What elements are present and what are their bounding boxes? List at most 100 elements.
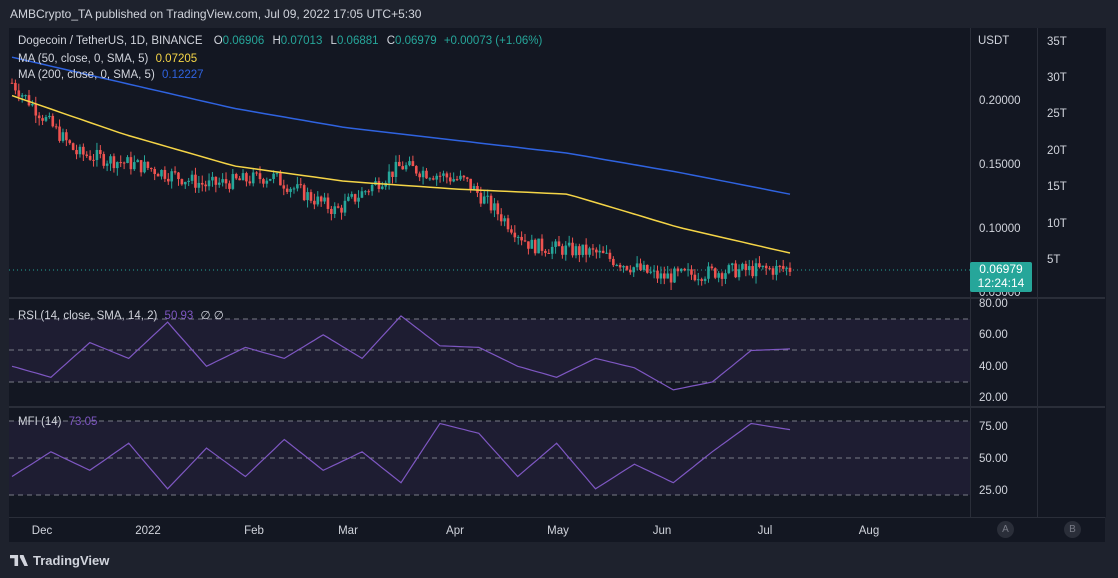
candle xyxy=(139,159,143,177)
candle-body xyxy=(639,263,642,270)
candle-body xyxy=(353,194,357,202)
candle xyxy=(313,193,316,210)
candle-body xyxy=(550,246,554,254)
candle-body xyxy=(656,270,659,279)
candle xyxy=(292,186,296,194)
candle xyxy=(649,266,653,275)
candle xyxy=(92,153,95,167)
candle xyxy=(482,190,486,205)
candle-body xyxy=(109,156,112,164)
candle-body xyxy=(462,175,466,178)
candle-body xyxy=(771,268,775,275)
volume-axis[interactable] xyxy=(1037,28,1106,298)
candle-body xyxy=(768,268,771,270)
mfi-tick: 25.00 xyxy=(979,485,1008,497)
candle-body xyxy=(333,206,337,215)
candle-body xyxy=(88,155,92,160)
candle xyxy=(302,183,306,202)
ma200-line xyxy=(11,56,791,195)
time-axis[interactable] xyxy=(9,517,1105,542)
candle-body xyxy=(510,229,513,233)
candle xyxy=(241,169,245,181)
candle-body xyxy=(377,181,381,189)
candle xyxy=(693,269,697,282)
candle xyxy=(387,164,391,190)
ma50-value: 0.07205 xyxy=(155,53,198,65)
candle-body xyxy=(408,161,411,166)
candle xyxy=(788,262,792,276)
candle xyxy=(27,89,31,107)
candle xyxy=(129,151,133,175)
candle xyxy=(228,180,231,193)
candle-body xyxy=(302,185,306,201)
candle-body xyxy=(51,115,55,127)
candle-body xyxy=(710,266,714,269)
candle xyxy=(472,183,476,190)
candle xyxy=(149,167,153,172)
mfi-legend[interactable]: MFI (14) 73.05 xyxy=(18,416,97,428)
candle-body xyxy=(71,143,75,150)
candle-body xyxy=(224,179,228,184)
ma50-legend[interactable]: MA (50, close, 0, SMA, 5) 0.07205 xyxy=(18,53,197,65)
rsi-legend[interactable]: RSI (14, close, SMA, 14, 2) 50.93 ∅ ∅ xyxy=(18,308,224,322)
candle-body xyxy=(629,269,632,273)
candle xyxy=(282,179,286,196)
candle-body xyxy=(126,157,129,164)
candle xyxy=(44,114,48,123)
candle xyxy=(10,78,14,84)
candle-body xyxy=(78,146,82,155)
ma200-legend[interactable]: MA (200, close, 0, SMA, 5) 0.12227 xyxy=(18,69,204,81)
main-legend[interactable]: Dogecoin / TetherUS, 1D, BINANCE O0.0690… xyxy=(18,35,542,47)
candle xyxy=(717,271,720,283)
tradingview-logo[interactable]: TradingView xyxy=(10,553,109,568)
badge-price: 0.06979 xyxy=(979,262,1023,276)
candle xyxy=(180,178,184,186)
rsi-line xyxy=(11,315,791,391)
candle xyxy=(68,139,72,145)
candle xyxy=(425,168,428,179)
candle xyxy=(109,154,112,171)
candle-body xyxy=(54,126,58,128)
candle-body xyxy=(567,242,571,246)
candle-body xyxy=(622,266,625,268)
chart-pane[interactable] xyxy=(9,28,970,517)
candle-body xyxy=(601,250,605,254)
candle-body xyxy=(217,182,221,185)
candle-body xyxy=(299,184,303,186)
candle-body xyxy=(686,269,690,271)
candle-body xyxy=(479,192,483,204)
candle xyxy=(31,100,34,107)
candle-body xyxy=(571,242,574,256)
candle xyxy=(272,170,275,184)
candle-body xyxy=(323,197,326,202)
rsi-extra: ∅ ∅ xyxy=(200,310,224,322)
candle xyxy=(411,155,415,167)
time-tick: Aug xyxy=(859,525,879,537)
candle-body xyxy=(598,250,602,253)
b-button[interactable]: B xyxy=(1064,521,1081,538)
candle-body xyxy=(200,182,204,185)
time-tick: Jul xyxy=(758,525,773,537)
candle xyxy=(384,180,388,190)
candle xyxy=(537,238,540,254)
candle-body xyxy=(41,118,44,121)
candle-body xyxy=(95,149,99,161)
auto-scale-button[interactable]: A xyxy=(997,521,1014,538)
candle xyxy=(768,266,771,270)
candle xyxy=(214,176,218,193)
candle xyxy=(268,178,272,182)
candle-body xyxy=(414,166,418,174)
candle-body xyxy=(381,186,384,189)
candle xyxy=(510,225,513,235)
candle-body xyxy=(143,161,146,173)
candle-body xyxy=(241,173,245,181)
candle-body xyxy=(465,177,469,179)
candle xyxy=(646,264,649,274)
candle-body xyxy=(251,172,255,184)
candle xyxy=(428,177,432,181)
low-value: 0.06881 xyxy=(336,35,379,47)
candle xyxy=(686,263,690,277)
open-label: O xyxy=(213,35,223,47)
candle xyxy=(71,142,75,151)
candle-body xyxy=(523,240,527,242)
